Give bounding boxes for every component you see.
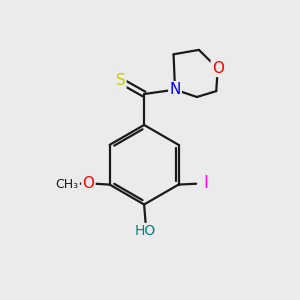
Text: S: S (116, 73, 125, 88)
Text: I: I (204, 174, 209, 192)
Text: N: N (169, 82, 181, 97)
Text: O: O (212, 61, 224, 76)
Text: O: O (82, 176, 94, 190)
Text: CH₃: CH₃ (56, 178, 79, 191)
Text: HO: HO (135, 224, 156, 238)
